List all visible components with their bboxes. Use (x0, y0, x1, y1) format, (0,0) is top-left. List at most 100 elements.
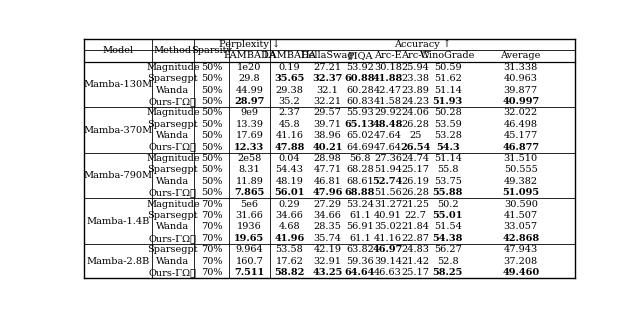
Text: 40.21: 40.21 (312, 143, 342, 152)
Text: 30.590: 30.590 (504, 200, 538, 209)
Text: HellaSwag: HellaSwag (301, 51, 355, 61)
Text: 32.022: 32.022 (504, 108, 538, 117)
Text: 70%: 70% (201, 222, 222, 231)
Text: Wanda: Wanda (156, 257, 189, 266)
Text: 45.177: 45.177 (504, 131, 538, 140)
Text: Method: Method (154, 46, 192, 55)
Text: 40.91: 40.91 (374, 211, 402, 220)
Text: 55.01: 55.01 (433, 211, 463, 220)
Text: 41.88: 41.88 (372, 74, 403, 83)
Text: 61.1: 61.1 (349, 234, 371, 243)
Text: 47.64: 47.64 (374, 131, 402, 140)
Text: 51.14: 51.14 (434, 86, 462, 95)
Text: Ours-ΓΩℜ: Ours-ΓΩℜ (149, 234, 197, 243)
Text: Magnitude: Magnitude (146, 63, 200, 72)
Text: 31.66: 31.66 (236, 211, 264, 220)
Text: Magnitude: Magnitude (146, 108, 200, 117)
Text: 50%: 50% (201, 63, 222, 72)
Text: 24.74: 24.74 (401, 154, 429, 163)
Text: Mamba-130M: Mamba-130M (83, 80, 152, 89)
Text: 68.61: 68.61 (346, 177, 374, 186)
Text: 50%: 50% (201, 108, 222, 117)
Text: 46.498: 46.498 (504, 120, 538, 129)
Text: 26.28: 26.28 (401, 120, 429, 129)
Text: 50.555: 50.555 (504, 165, 538, 175)
Text: 42.868: 42.868 (502, 234, 540, 243)
Text: 47.71: 47.71 (314, 165, 342, 175)
Text: 5e6: 5e6 (241, 200, 259, 209)
Text: 28.97: 28.97 (234, 97, 264, 106)
Text: 22.87: 22.87 (401, 234, 429, 243)
Text: 28.98: 28.98 (314, 154, 341, 163)
Text: 59.36: 59.36 (346, 257, 374, 266)
Text: 39.877: 39.877 (504, 86, 538, 95)
Text: 56.01: 56.01 (275, 188, 305, 197)
Text: 34.66: 34.66 (314, 211, 342, 220)
Text: 50%: 50% (201, 120, 222, 129)
Text: 23.38: 23.38 (401, 74, 429, 83)
Text: 50%: 50% (201, 143, 222, 152)
Text: 21.42: 21.42 (401, 257, 429, 266)
Text: 27.36: 27.36 (374, 154, 402, 163)
Text: 47.64: 47.64 (374, 143, 402, 152)
Text: 45.8: 45.8 (278, 120, 300, 129)
Text: 65.13: 65.13 (345, 120, 375, 129)
Text: Accuracy ↑: Accuracy ↑ (394, 40, 451, 49)
Text: Wanda: Wanda (156, 222, 189, 231)
Text: 47.88: 47.88 (275, 143, 305, 152)
Text: 70%: 70% (201, 211, 222, 220)
Text: 53.92: 53.92 (346, 63, 374, 72)
Text: 51.94: 51.94 (374, 165, 402, 175)
Text: 11.89: 11.89 (236, 177, 264, 186)
Text: 50%: 50% (201, 154, 222, 163)
Text: Sparsegpt: Sparsegpt (148, 74, 198, 83)
Text: 48.19: 48.19 (276, 177, 303, 186)
Text: 26.54: 26.54 (400, 143, 431, 152)
Text: 2e58: 2e58 (237, 154, 262, 163)
Text: 29.57: 29.57 (314, 108, 342, 117)
Text: Sparsity: Sparsity (191, 46, 232, 55)
Text: 42.19: 42.19 (314, 245, 342, 254)
Text: 44.99: 44.99 (236, 86, 264, 95)
Text: 25.94: 25.94 (401, 63, 429, 72)
Text: 27.29: 27.29 (314, 200, 342, 209)
Text: 29.8: 29.8 (239, 74, 260, 83)
Text: 25.17: 25.17 (401, 268, 429, 277)
Text: Ours-ΓΩℜ: Ours-ΓΩℜ (149, 97, 197, 106)
Text: 0.04: 0.04 (278, 154, 300, 163)
Text: 47.943: 47.943 (504, 245, 538, 254)
Text: 35.2: 35.2 (278, 97, 300, 106)
Text: Magnitude: Magnitude (146, 200, 200, 209)
Text: 41.58: 41.58 (374, 97, 402, 106)
Text: 41.16: 41.16 (374, 234, 402, 243)
Text: PIQA: PIQA (347, 51, 372, 61)
Text: 50.28: 50.28 (434, 108, 461, 117)
Text: Arc-E: Arc-E (374, 51, 402, 61)
Text: 2.37: 2.37 (278, 108, 300, 117)
Text: 17.62: 17.62 (275, 257, 303, 266)
Text: 50%: 50% (201, 177, 222, 186)
Text: 23.89: 23.89 (401, 86, 429, 95)
Text: Ours-ΓΩℜ: Ours-ΓΩℜ (149, 268, 197, 277)
Text: 12.33: 12.33 (234, 143, 264, 152)
Text: 51.56: 51.56 (374, 188, 402, 197)
Text: 17.69: 17.69 (236, 131, 264, 140)
Text: Average: Average (500, 51, 541, 61)
Text: 48.48: 48.48 (372, 120, 403, 129)
Text: 46.877: 46.877 (502, 143, 540, 152)
Text: 35.74: 35.74 (314, 234, 342, 243)
Text: 64.64: 64.64 (345, 268, 375, 277)
Text: 7.865: 7.865 (234, 188, 264, 197)
Text: 56.27: 56.27 (434, 245, 462, 254)
Text: 40.997: 40.997 (502, 97, 540, 106)
Text: 64.69: 64.69 (346, 143, 374, 152)
Text: 22.7: 22.7 (404, 211, 426, 220)
Text: 70%: 70% (201, 268, 222, 277)
Text: Wanda: Wanda (156, 86, 189, 95)
Text: 70%: 70% (201, 257, 222, 266)
Text: 32.91: 32.91 (314, 257, 342, 266)
Text: 51.14: 51.14 (434, 154, 462, 163)
Text: Model: Model (102, 46, 133, 55)
Text: 49.382: 49.382 (504, 177, 538, 186)
Text: 28.35: 28.35 (314, 222, 342, 231)
